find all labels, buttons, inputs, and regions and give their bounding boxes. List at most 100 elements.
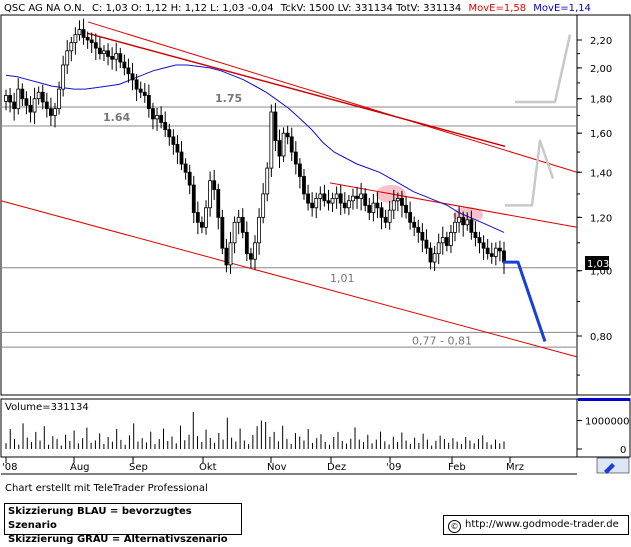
scenario-grey-path bbox=[505, 139, 555, 207]
candle-body bbox=[391, 200, 396, 211]
candle-body bbox=[273, 111, 278, 141]
candle-body bbox=[322, 193, 327, 202]
candle-body bbox=[387, 209, 392, 223]
candle-body bbox=[175, 143, 180, 153]
candle-body bbox=[330, 198, 335, 204]
candle-body bbox=[277, 140, 282, 157]
level-label: 1.64 bbox=[103, 111, 130, 124]
price-tick-label: 1,60 bbox=[590, 129, 612, 140]
candle-body bbox=[53, 108, 57, 116]
candle-body bbox=[228, 242, 233, 266]
candle-body bbox=[85, 36, 90, 41]
candle-body bbox=[461, 216, 466, 226]
candle-body bbox=[379, 207, 384, 218]
price-tick-label: 2,00 bbox=[590, 64, 612, 75]
candle-body bbox=[318, 193, 323, 199]
candle-body bbox=[326, 200, 331, 204]
candle-body bbox=[220, 216, 225, 249]
candle-body bbox=[93, 42, 98, 49]
volume-values: TckV: 1500 LV: 331134 TotV: 331134 bbox=[280, 3, 462, 14]
candle-body bbox=[183, 163, 188, 173]
price-tick-label: 0,80 bbox=[590, 332, 612, 343]
candle-body bbox=[195, 212, 200, 223]
candle-body bbox=[306, 193, 310, 204]
candle-body bbox=[367, 205, 372, 213]
candle-body bbox=[498, 247, 502, 252]
candle-body bbox=[428, 247, 433, 263]
candle-body bbox=[32, 98, 37, 113]
candle-body bbox=[359, 193, 364, 199]
candle-body bbox=[338, 193, 343, 204]
ohlc-values: C: 1,03 O: 1,12 H: 1,12 L: 1,03 -0,04 bbox=[92, 3, 274, 14]
candle-body bbox=[436, 242, 441, 255]
candle-body bbox=[212, 180, 217, 190]
candle-body bbox=[253, 242, 257, 260]
candle-body bbox=[57, 88, 61, 110]
candle-body bbox=[28, 104, 33, 113]
candle-body bbox=[355, 195, 359, 199]
move-red-value: MovE=1,58 bbox=[468, 3, 526, 14]
candle-body bbox=[208, 180, 212, 209]
volume-label: Volume=331134 bbox=[5, 402, 89, 413]
scenario-sketch-group bbox=[503, 34, 572, 342]
candle-body bbox=[453, 221, 457, 233]
candle-body bbox=[155, 115, 159, 120]
candle-body bbox=[24, 98, 29, 106]
candle-body bbox=[269, 111, 274, 169]
candle-body bbox=[236, 216, 241, 223]
time-ticks-group: '08 Aug Sep Okt Nov Dez '09 Feb Mrz bbox=[2, 457, 524, 473]
candle-body bbox=[216, 189, 221, 218]
candle-body bbox=[334, 193, 339, 199]
candle-body bbox=[342, 202, 347, 209]
candle-body bbox=[351, 195, 355, 202]
pencil-icon bbox=[604, 463, 615, 474]
candle-body bbox=[187, 171, 192, 186]
candle-body bbox=[130, 73, 135, 81]
candle-body bbox=[302, 176, 306, 195]
time-tick-label: Feb bbox=[448, 462, 466, 473]
candle-body bbox=[257, 216, 261, 244]
candle-body bbox=[440, 237, 445, 244]
candle-body bbox=[444, 237, 449, 246]
candle-body bbox=[65, 50, 70, 66]
legend-grey: Skizzierung GRAU = Alternativszenario bbox=[8, 534, 228, 545]
channel-upper-line bbox=[87, 21, 578, 173]
candle-body bbox=[159, 115, 164, 123]
time-tick-label: '08 bbox=[2, 462, 17, 473]
volume-panel-frame bbox=[0, 398, 631, 458]
price-tick-label: 1,20 bbox=[590, 213, 612, 224]
current-price-badge bbox=[585, 256, 609, 270]
candle-body bbox=[485, 247, 490, 255]
candle-body bbox=[138, 88, 143, 93]
candle-body bbox=[118, 53, 123, 63]
candle-body bbox=[383, 216, 388, 223]
moving-averages-group bbox=[5, 32, 506, 233]
candle-body bbox=[204, 207, 208, 228]
candle-body bbox=[151, 108, 155, 120]
source-url[interactable]: http://www.godmode-trader.de bbox=[465, 519, 619, 530]
candle-body bbox=[298, 163, 302, 177]
copyright-icon: © bbox=[448, 520, 461, 533]
scenario-legend: Skizzierung BLAU = bevorzugtes Szenario … bbox=[4, 503, 242, 545]
price-tick-label: 1,40 bbox=[590, 168, 612, 179]
candle-body bbox=[473, 231, 478, 238]
candle-body bbox=[61, 64, 66, 90]
candle-body bbox=[167, 129, 172, 138]
candle-body bbox=[134, 79, 139, 90]
candle-body bbox=[191, 184, 196, 213]
price-tick-label: 2,20 bbox=[590, 36, 612, 47]
candle-body bbox=[36, 91, 41, 100]
candle-body bbox=[40, 91, 45, 103]
candle-body bbox=[110, 56, 115, 60]
candle-body bbox=[281, 132, 286, 157]
candle-body bbox=[477, 237, 482, 244]
candle-body bbox=[493, 247, 498, 257]
candle-body bbox=[457, 216, 461, 223]
candle-body bbox=[314, 198, 319, 209]
volume-bars-group: 1000000 0 bbox=[5, 412, 630, 456]
ma-short-line bbox=[5, 64, 505, 233]
source-url-box[interactable]: © http://www.godmode-trader.de bbox=[443, 515, 629, 535]
candle-body bbox=[89, 39, 94, 44]
volume-tick-label: 0 bbox=[620, 445, 626, 456]
candle-body bbox=[261, 193, 266, 218]
